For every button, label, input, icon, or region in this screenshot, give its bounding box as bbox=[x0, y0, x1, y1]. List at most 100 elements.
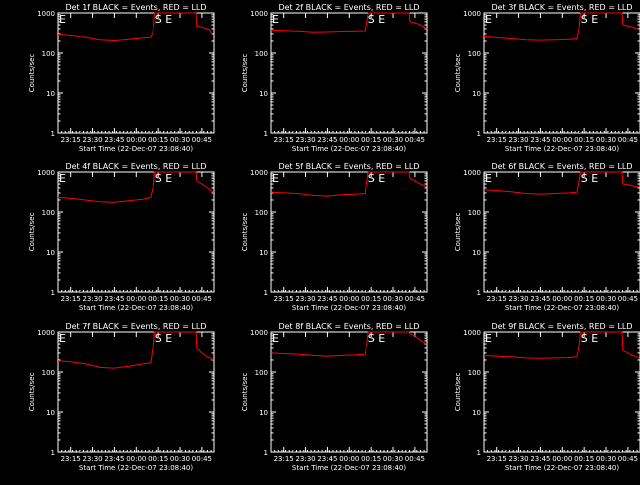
plot-frame bbox=[483, 12, 640, 134]
x-tick-label: 00:30 bbox=[170, 136, 190, 144]
x-tick-label: 00:30 bbox=[383, 136, 403, 144]
x-tick-label: 23:15 bbox=[61, 136, 81, 144]
chart-title: Det 3f BLACK = Events, RED = LLD bbox=[491, 3, 632, 12]
y-tick-label: 10 bbox=[259, 249, 268, 257]
x-tick-label: 00:15 bbox=[361, 455, 381, 463]
y-tick-label: 10 bbox=[46, 90, 55, 98]
plot-frame bbox=[57, 331, 215, 453]
y-tick-label: 10 bbox=[472, 249, 481, 257]
x-tick-label: 00:15 bbox=[148, 295, 168, 303]
x-tick-label: 00:00 bbox=[339, 136, 359, 144]
y-tick-label: 1 bbox=[264, 130, 268, 138]
y-tick-label: 1 bbox=[51, 449, 55, 457]
x-tick-label: 23:30 bbox=[295, 455, 315, 463]
corner-label-left: E bbox=[485, 13, 492, 26]
corner-label-left: E bbox=[272, 13, 279, 26]
y-tick-label: 1 bbox=[51, 130, 55, 138]
corner-label-left: E bbox=[485, 332, 492, 345]
corner-label-right: S E bbox=[155, 13, 172, 26]
y-tick-label: 100 bbox=[468, 369, 481, 377]
x-tick-label: 00:30 bbox=[383, 295, 403, 303]
series-events-line bbox=[76, 377, 153, 384]
series-lld-line bbox=[270, 12, 427, 33]
chart-panel-2: Det 2f BLACK = Events, RED = LLD 1 10 100 10… bbox=[241, 3, 428, 153]
x-tick-label: 23:15 bbox=[274, 136, 294, 144]
x-tick-label: 00:45 bbox=[192, 295, 212, 303]
y-tick-label: 10 bbox=[472, 90, 481, 98]
x-tick-label: 23:30 bbox=[82, 136, 102, 144]
y-tick-label: 1000 bbox=[37, 10, 55, 18]
y-tick-label: 10 bbox=[472, 409, 481, 417]
series-events-line bbox=[76, 56, 153, 66]
x-tick-label: 00:00 bbox=[339, 455, 359, 463]
x-axis-label: Start Time (22-Dec-07 23:08:40) bbox=[79, 464, 193, 472]
chart-title: Det 7f BLACK = Events, RED = LLD bbox=[65, 322, 206, 331]
chart-panel-9: Det 9f BLACK = Events, RED = LLD 1 10 100 10… bbox=[454, 322, 640, 472]
corner-label-left: E bbox=[485, 172, 492, 185]
x-axis-label: Start Time (22-Dec-07 23:08:40) bbox=[292, 304, 406, 312]
x-axis-label: Start Time (22-Dec-07 23:08:40) bbox=[292, 145, 406, 153]
y-tick-label: 1 bbox=[477, 449, 481, 457]
y-tick-label: 1 bbox=[477, 130, 481, 138]
corner-label-right: S E bbox=[581, 13, 598, 26]
x-tick-label: 23:30 bbox=[508, 455, 528, 463]
x-axis-label: Start Time (22-Dec-07 23:08:40) bbox=[79, 145, 193, 153]
x-tick-label: 00:00 bbox=[126, 136, 146, 144]
x-tick-label: 00:00 bbox=[552, 136, 572, 144]
x-tick-label: 23:45 bbox=[317, 136, 337, 144]
x-tick-label: 23:15 bbox=[274, 455, 294, 463]
x-tick-label: 00:30 bbox=[596, 295, 616, 303]
y-tick-label: 1000 bbox=[463, 169, 481, 177]
corner-label-left: E bbox=[59, 332, 66, 345]
x-tick-label: 23:15 bbox=[487, 455, 507, 463]
series-events-line bbox=[502, 376, 579, 383]
y-axis-label: Counts/sec bbox=[28, 213, 36, 252]
x-tick-label: 23:15 bbox=[274, 295, 294, 303]
chart-panel-7: Det 7f BLACK = Events, RED = LLD 1 10 100 10… bbox=[28, 322, 215, 472]
x-tick-label: 23:30 bbox=[295, 295, 315, 303]
plot-frame bbox=[270, 171, 428, 293]
corner-label-right: S E bbox=[368, 332, 385, 345]
x-tick-label: 23:45 bbox=[530, 136, 550, 144]
y-tick-label: 1000 bbox=[250, 10, 268, 18]
x-tick-label: 00:15 bbox=[361, 136, 381, 144]
x-tick-label: 00:15 bbox=[148, 136, 168, 144]
x-tick-label: 00:15 bbox=[361, 295, 381, 303]
x-tick-label: 23:15 bbox=[487, 295, 507, 303]
corner-label-left: E bbox=[272, 332, 279, 345]
y-tick-label: 100 bbox=[255, 369, 268, 377]
series-events-line bbox=[289, 204, 366, 211]
corner-label-right: S E bbox=[581, 172, 598, 185]
series-lld-line bbox=[483, 12, 640, 41]
chart-panel-6: Det 6f BLACK = Events, RED = LLD 1 10 100 10… bbox=[454, 162, 640, 312]
x-tick-label: 00:45 bbox=[405, 455, 425, 463]
y-tick-label: 10 bbox=[259, 90, 268, 98]
y-axis-label: Counts/sec bbox=[241, 373, 249, 412]
y-axis-label: Counts/sec bbox=[28, 54, 36, 93]
y-tick-label: 100 bbox=[255, 209, 268, 217]
series-events-line bbox=[502, 212, 579, 216]
series-events-line bbox=[76, 216, 153, 223]
x-tick-label: 23:45 bbox=[530, 455, 550, 463]
chart-title: Det 2f BLACK = Events, RED = LLD bbox=[278, 3, 419, 12]
x-tick-label: 23:45 bbox=[104, 295, 124, 303]
y-axis-label: Counts/sec bbox=[454, 54, 462, 93]
x-tick-label: 00:45 bbox=[192, 136, 212, 144]
y-tick-label: 100 bbox=[468, 50, 481, 58]
y-tick-label: 10 bbox=[46, 409, 55, 417]
x-tick-label: 00:00 bbox=[552, 295, 572, 303]
x-tick-label: 00:45 bbox=[192, 455, 212, 463]
y-tick-label: 100 bbox=[468, 209, 481, 217]
y-tick-label: 100 bbox=[42, 50, 55, 58]
x-tick-label: 00:30 bbox=[170, 455, 190, 463]
y-axis-label: Counts/sec bbox=[241, 213, 249, 252]
y-tick-label: 100 bbox=[42, 209, 55, 217]
y-tick-label: 10 bbox=[46, 249, 55, 257]
series-lld-line bbox=[57, 331, 214, 369]
chart-panel-3: Det 3f BLACK = Events, RED = LLD 1 10 100 10… bbox=[454, 3, 640, 153]
y-axis-label: Counts/sec bbox=[241, 54, 249, 93]
x-tick-label: 00:15 bbox=[574, 295, 594, 303]
y-tick-label: 10 bbox=[259, 409, 268, 417]
x-tick-label: 00:30 bbox=[596, 455, 616, 463]
